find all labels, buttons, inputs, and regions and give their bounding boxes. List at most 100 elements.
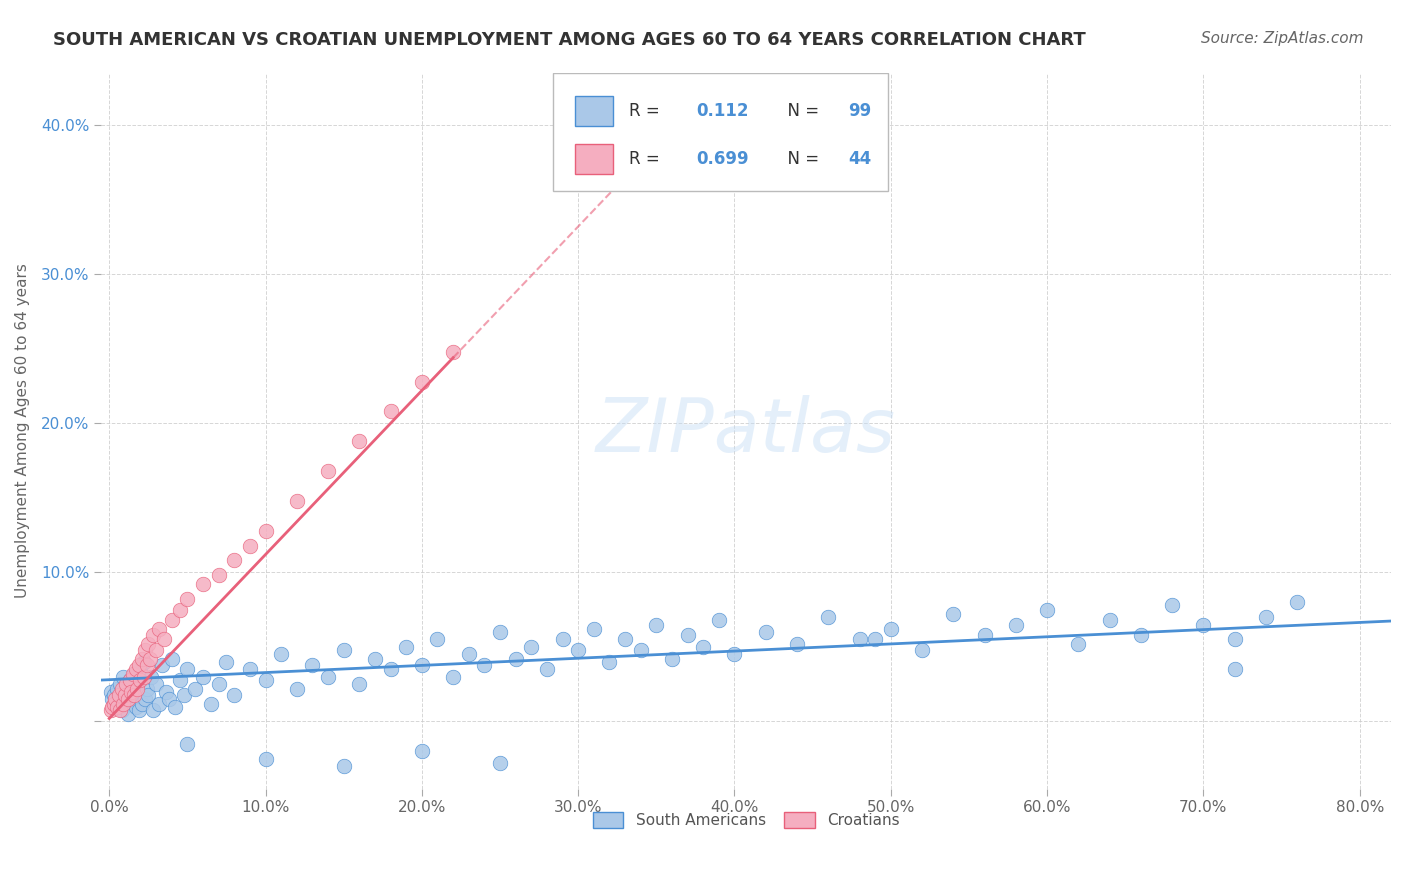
Point <box>105 681 128 696</box>
Point <box>1036 602 1059 616</box>
Point <box>104 692 127 706</box>
FancyBboxPatch shape <box>553 73 889 191</box>
Text: SOUTH AMERICAN VS CROATIAN UNEMPLOYMENT AMONG AGES 60 TO 64 YEARS CORRELATION CH: SOUTH AMERICAN VS CROATIAN UNEMPLOYMENT … <box>53 31 1087 49</box>
Point <box>863 632 886 647</box>
Point <box>108 677 131 691</box>
Point <box>160 652 183 666</box>
Point <box>441 344 464 359</box>
Point <box>215 655 238 669</box>
Point <box>474 657 496 672</box>
Point <box>135 657 157 672</box>
Point <box>723 648 745 662</box>
Point <box>208 677 231 691</box>
Point <box>614 632 637 647</box>
Point <box>136 688 159 702</box>
Point <box>707 613 730 627</box>
Point <box>101 692 124 706</box>
Point <box>332 759 354 773</box>
Point <box>191 670 214 684</box>
Point <box>661 652 683 666</box>
Point <box>364 652 387 666</box>
Point <box>567 643 589 657</box>
Point <box>148 622 170 636</box>
Point <box>200 697 222 711</box>
Point <box>582 622 605 636</box>
Point <box>551 632 574 647</box>
Point <box>114 697 136 711</box>
Point <box>191 577 214 591</box>
Point <box>117 706 139 721</box>
Point <box>112 670 135 684</box>
Point <box>128 657 150 672</box>
Point <box>127 677 149 691</box>
Point <box>173 688 195 702</box>
Point <box>1005 617 1028 632</box>
Point <box>630 643 652 657</box>
Point <box>817 610 839 624</box>
Point <box>163 699 186 714</box>
Point <box>1129 628 1152 642</box>
Point <box>135 681 157 696</box>
Text: 0.699: 0.699 <box>696 150 748 168</box>
Point <box>148 697 170 711</box>
Point <box>117 692 139 706</box>
Point <box>285 493 308 508</box>
Y-axis label: Unemployment Among Ages 60 to 64 years: Unemployment Among Ages 60 to 64 years <box>15 263 30 599</box>
Point <box>128 702 150 716</box>
Point <box>103 697 125 711</box>
Legend: South Americans, Croatians: South Americans, Croatians <box>586 806 905 835</box>
Bar <box>575 95 613 126</box>
Point <box>911 643 934 657</box>
Point <box>105 699 128 714</box>
Point <box>111 702 134 716</box>
Point <box>536 662 558 676</box>
Point <box>121 666 143 681</box>
Point <box>254 752 277 766</box>
Point <box>141 670 163 684</box>
Bar <box>575 144 613 174</box>
Point <box>145 677 167 691</box>
Point <box>169 673 191 687</box>
Point <box>125 699 148 714</box>
Point <box>114 688 136 702</box>
Text: R =: R = <box>628 102 665 120</box>
Point <box>145 643 167 657</box>
Point <box>107 699 129 714</box>
Point <box>108 702 131 716</box>
Point <box>160 613 183 627</box>
Point <box>129 662 152 676</box>
Point <box>101 699 124 714</box>
Text: Source: ZipAtlas.com: Source: ZipAtlas.com <box>1201 31 1364 46</box>
Point <box>208 568 231 582</box>
Point <box>176 662 198 676</box>
Point <box>520 640 543 654</box>
Point <box>139 652 162 666</box>
Point <box>100 684 122 698</box>
Point <box>441 670 464 684</box>
Point <box>112 697 135 711</box>
Text: R =: R = <box>628 150 665 168</box>
Point <box>254 673 277 687</box>
Point <box>692 640 714 654</box>
Point <box>1161 598 1184 612</box>
Point <box>120 684 142 698</box>
Point <box>285 681 308 696</box>
Point <box>136 637 159 651</box>
Text: 44: 44 <box>848 150 872 168</box>
Point <box>153 632 176 647</box>
Point <box>184 681 207 696</box>
Point <box>786 637 808 651</box>
Point <box>645 617 668 632</box>
Point <box>129 673 152 687</box>
Point <box>115 677 138 691</box>
Point <box>349 434 371 449</box>
Point <box>131 652 153 666</box>
Point <box>142 702 165 716</box>
Point <box>489 625 512 640</box>
Point <box>142 628 165 642</box>
Point <box>115 688 138 702</box>
Point <box>1223 662 1246 676</box>
Point <box>942 607 965 621</box>
Point <box>239 662 262 676</box>
Point <box>103 688 125 702</box>
